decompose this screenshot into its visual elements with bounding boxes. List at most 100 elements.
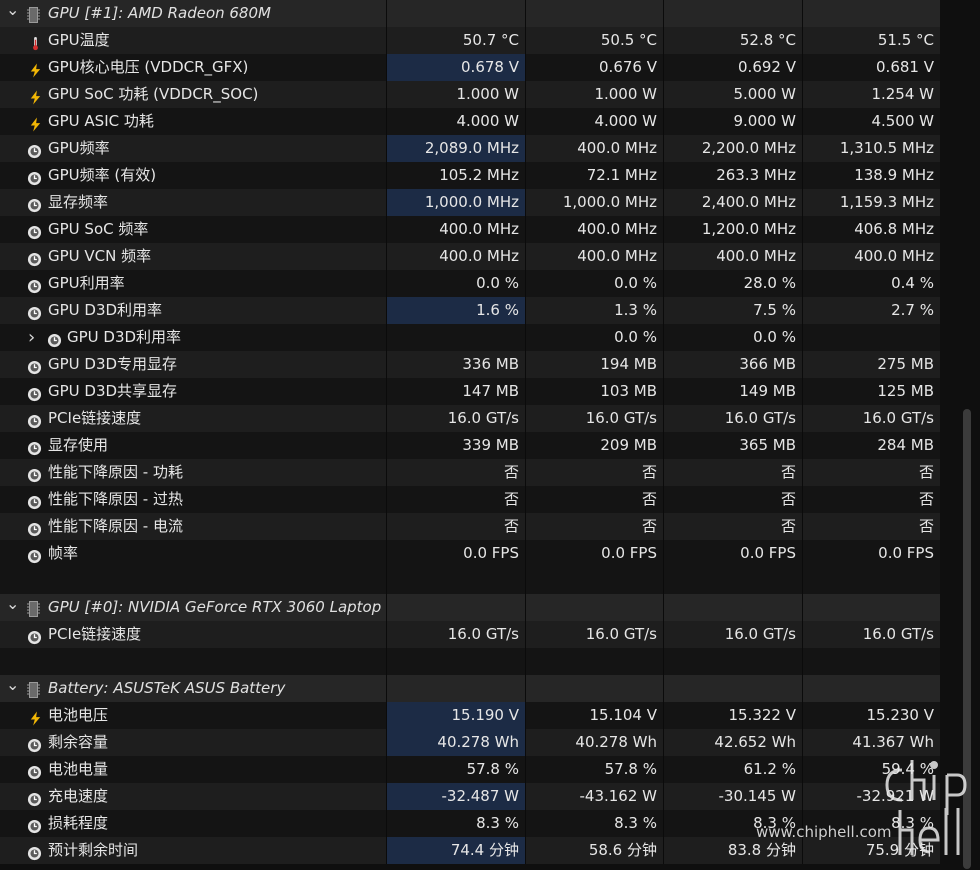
sensor-label: GPU利用率 — [48, 274, 125, 292]
current-value-cell: 否 — [386, 459, 525, 486]
sensor-row[interactable]: GPU利用率 0.0 % 0.0 % 28.0 % 0.4 % — [0, 270, 940, 297]
clock-icon — [27, 627, 42, 645]
sensor-row[interactable]: 性能下降原因 - 功耗否否否否 — [0, 459, 940, 486]
current-value-cell: 16.0 GT/s — [386, 621, 525, 648]
sensor-label: 电池电量 — [48, 760, 109, 778]
sensor-label: GPU温度 — [48, 31, 110, 49]
max-value-cell: 28.0 % — [663, 270, 802, 297]
sensor-row[interactable]: GPU频率 2,089.0 MHz 400.0 MHz 2,200.0 MHz 1,31… — [0, 135, 940, 162]
min-value-cell: 0.0 % — [525, 324, 663, 351]
empty-cell — [663, 675, 802, 702]
max-value-cell: 0.692 V — [663, 54, 802, 81]
empty-cell — [663, 648, 802, 675]
sensor-label: GPU D3D利用率 — [67, 328, 182, 346]
max-value-cell: 否 — [663, 486, 802, 513]
max-value-cell: 8.3 % — [663, 810, 802, 837]
sensor-row[interactable]: GPU ASIC 功耗 4.000 W 4.000 W 9.000 W 4.500 W — [0, 108, 940, 135]
sensor-label: 剩余容量 — [48, 733, 109, 751]
clock-icon — [27, 843, 42, 861]
clock-icon — [27, 438, 42, 456]
clock-icon — [27, 465, 42, 483]
avg-value-cell: 0.4 % — [802, 270, 940, 297]
sensor-row[interactable]: GPU温度 50.7 °C 50.5 °C 52.8 °C 51.5 °C — [0, 27, 940, 54]
expand-chevron-icon[interactable]: ⌄ — [6, 0, 20, 19]
watermark-text: www.chiphell.com — [756, 823, 892, 841]
max-value-cell: 2,400.0 MHz — [663, 189, 802, 216]
empty-cell — [525, 648, 663, 675]
sensor-label: GPU D3D利用率 — [48, 301, 163, 319]
empty-cell — [386, 648, 525, 675]
sensor-row[interactable]: 预计剩余时间 74.4 分钟 58.6 分钟 83.8 分钟 75.9 分钟 — [0, 837, 940, 864]
sensor-row[interactable]: 性能下降原因 - 电流否否否否 — [0, 513, 940, 540]
max-value-cell: 42.652 Wh — [663, 729, 802, 756]
expand-chevron-icon[interactable]: › — [28, 327, 36, 348]
avg-value-cell: 0.0 FPS — [802, 540, 940, 567]
sensor-row[interactable]: GPU核心电压 (VDDCR_GFX) 0.678 V 0.676 V 0.692 V… — [0, 54, 940, 81]
min-value-cell: 1,000.0 MHz — [525, 189, 663, 216]
max-value-cell: 400.0 MHz — [663, 243, 802, 270]
current-value-cell: 否 — [386, 486, 525, 513]
avg-value-cell: 284 MB — [802, 432, 940, 459]
current-value-cell: -32.487 W — [386, 783, 525, 810]
avg-value-cell: 41.367 Wh — [802, 729, 940, 756]
empty-cell — [802, 567, 940, 594]
min-value-cell: 58.6 分钟 — [525, 837, 663, 864]
sensor-row[interactable]: 电池电压 15.190 V 15.104 V 15.322 V 15.230 V — [0, 702, 940, 729]
sensor-row[interactable]: 帧率 0.0 FPS 0.0 FPS 0.0 FPS 0.0 FPS — [0, 540, 940, 567]
min-value-cell: 否 — [525, 513, 663, 540]
empty-cell — [386, 675, 525, 702]
sensor-row[interactable]: GPU SoC 频率 400.0 MHz 400.0 MHz 1,200.0 MHz 4… — [0, 216, 940, 243]
current-value-cell: 1,000.0 MHz — [386, 189, 525, 216]
sensor-row[interactable]: › GPU D3D利用率 0.0 % 0.0 % — [0, 324, 940, 351]
min-value-cell: 16.0 GT/s — [525, 405, 663, 432]
group-label: GPU [#1]: AMD Radeon 680M — [48, 4, 271, 22]
empty-cell — [802, 0, 940, 27]
avg-value-cell: 16.0 GT/s — [802, 405, 940, 432]
sensor-label: 帧率 — [48, 544, 79, 562]
group-header-row[interactable]: ⌄ GPU [#0]: NVIDIA GeForce RTX 3060 Lapto… — [0, 594, 940, 621]
current-value-cell: 8.3 % — [386, 810, 525, 837]
sensor-row[interactable]: 电池电量 57.8 % 57.8 % 61.2 % 59.4 % — [0, 756, 940, 783]
voltage-icon — [28, 87, 43, 105]
sensor-row[interactable]: 显存频率 1,000.0 MHz 1,000.0 MHz 2,400.0 MHz 1,1… — [0, 189, 940, 216]
max-value-cell: 149 MB — [663, 378, 802, 405]
expand-chevron-icon[interactable]: ⌄ — [6, 675, 20, 694]
max-value-cell: -30.145 W — [663, 783, 802, 810]
sensor-row[interactable]: GPU SoC 功耗 (VDDCR_SOC) 1.000 W 1.000 W 5.00… — [0, 81, 940, 108]
current-value-cell: 105.2 MHz — [386, 162, 525, 189]
sensor-row[interactable]: PCIe链接速度 16.0 GT/s 16.0 GT/s 16.0 GT/s 16.0 … — [0, 621, 940, 648]
sensor-row[interactable]: GPU VCN 频率 400.0 MHz 400.0 MHz 400.0 MHz 400… — [0, 243, 940, 270]
sensor-row[interactable]: GPU D3D专用显存 336 MB 194 MB 366 MB 275 MB — [0, 351, 940, 378]
expand-chevron-icon[interactable]: ⌄ — [6, 594, 20, 613]
avg-value-cell: 406.8 MHz — [802, 216, 940, 243]
clock-icon — [27, 762, 42, 780]
sensor-row[interactable]: 剩余容量 40.278 Wh 40.278 Wh 42.652 Wh 41.367 Wh — [0, 729, 940, 756]
max-value-cell: 1,200.0 MHz — [663, 216, 802, 243]
sensor-row[interactable]: GPU频率 (有效) 105.2 MHz 72.1 MHz 263.3 MHz 138.… — [0, 162, 940, 189]
clock-icon — [27, 357, 42, 375]
current-value-cell: 400.0 MHz — [386, 243, 525, 270]
max-value-cell: 否 — [663, 513, 802, 540]
empty-cell — [525, 567, 663, 594]
sensor-row[interactable]: 充电速度 -32.487 W -43.162 W -30.145 W -32.921 W — [0, 783, 940, 810]
avg-value-cell: 0.681 V — [802, 54, 940, 81]
current-value-cell: 1.6 % — [386, 297, 525, 324]
max-value-cell: 否 — [663, 459, 802, 486]
avg-value-cell: 15.230 V — [802, 702, 940, 729]
sensor-label: 性能下降原因 - 电流 — [48, 517, 183, 535]
sensor-label: GPU ASIC 功耗 — [48, 112, 154, 130]
sensor-row[interactable]: GPU D3D利用率 1.6 % 1.3 % 7.5 % 2.7 % — [0, 297, 940, 324]
sensor-row[interactable]: 性能下降原因 - 过热否否否否 — [0, 486, 940, 513]
sensor-row[interactable]: 显存使用 339 MB 209 MB 365 MB 284 MB — [0, 432, 940, 459]
max-value-cell: 61.2 % — [663, 756, 802, 783]
group-header-row[interactable]: ⌄ GPU [#1]: AMD Radeon 680M — [0, 0, 940, 27]
sensor-row[interactable]: PCIe链接速度 16.0 GT/s 16.0 GT/s 16.0 GT/s 16.0 … — [0, 405, 940, 432]
scrollbar-thumb[interactable] — [963, 409, 971, 869]
chip-icon — [27, 5, 40, 23]
sensor-row[interactable]: GPU D3D共享显存 147 MB 103 MB 149 MB 125 MB — [0, 378, 940, 405]
max-value-cell: 83.8 分钟 — [663, 837, 802, 864]
max-value-cell: 2,200.0 MHz — [663, 135, 802, 162]
empty-cell — [525, 594, 663, 621]
group-header-row[interactable]: ⌄ Battery: ASUSTeK ASUS Battery — [0, 675, 940, 702]
sensor-label: GPU D3D专用显存 — [48, 355, 178, 373]
